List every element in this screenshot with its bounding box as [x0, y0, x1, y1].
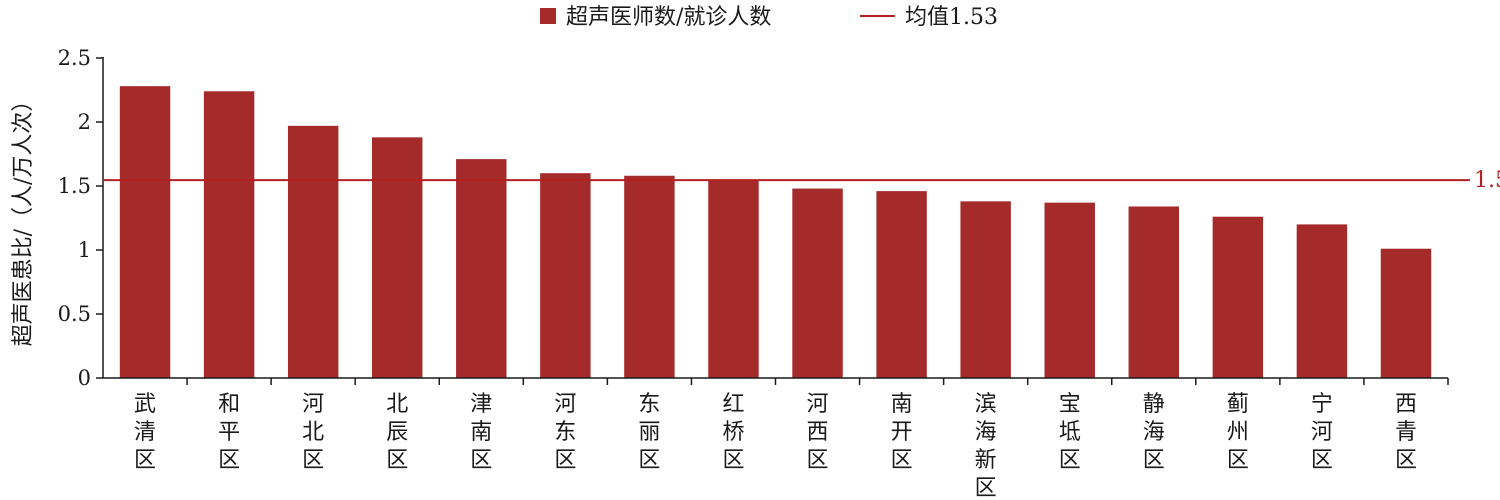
bar	[960, 201, 1011, 378]
mean-line-label: 1.53	[1474, 168, 1500, 193]
mean-line-group: 1.53	[103, 168, 1500, 193]
legend-swatch-bars	[540, 8, 556, 24]
legend-label-mean-line: 均值1.53	[905, 5, 998, 30]
bar	[540, 173, 591, 378]
x-category-label: 静海区	[1143, 392, 1165, 473]
legend-label-bars: 超声医师数/就诊人数	[566, 5, 771, 30]
x-category-label: 和平区	[218, 392, 240, 473]
legend: 超声医师数/就诊人数 均值1.53	[540, 5, 998, 30]
bar	[876, 191, 927, 378]
x-category-label: 河西区	[807, 392, 829, 473]
y-tick-label: 1	[78, 238, 91, 262]
y-tick-label: 0.5	[58, 302, 91, 326]
x-axis-labels: 武清区 和平区 河北区 北辰区 津南区 河东区 东丽区 红桥区 河西区 南开区 滨海新区 宝坻区 静海区…	[134, 392, 1417, 500]
bar	[1380, 248, 1432, 378]
x-category-label: 红桥区	[722, 392, 744, 473]
y-axis-title: 超声医患比/（人/万人次）	[11, 90, 36, 347]
y-tick-label: 2.5	[58, 46, 91, 70]
bar	[119, 86, 171, 378]
x-category-label: 河东区	[554, 392, 576, 473]
x-category-label: 滨海新区	[975, 392, 997, 500]
bar	[372, 137, 423, 378]
bars	[119, 86, 1432, 378]
bar	[1128, 206, 1179, 378]
x-category-label: 津南区	[470, 392, 492, 473]
y-tick-label: 1.5	[58, 174, 91, 198]
bar	[1212, 216, 1264, 378]
x-category-label: 北辰区	[386, 392, 408, 473]
bar	[287, 125, 339, 378]
x-category-label: 宝坻区	[1059, 392, 1081, 473]
y-tick-label: 2	[78, 110, 91, 134]
bar	[1044, 202, 1095, 378]
y-axis-ticks: 0 0.5 1 1.5 2 2.5	[58, 46, 103, 390]
axes	[102, 57, 1449, 385]
bar	[792, 188, 843, 378]
x-category-label: 河北区	[302, 392, 324, 473]
x-category-label: 南开区	[891, 392, 913, 473]
bar	[1296, 224, 1348, 378]
x-category-label: 西青区	[1395, 392, 1417, 473]
bar	[624, 175, 675, 378]
bar	[456, 159, 507, 378]
x-category-label: 武清区	[134, 392, 156, 473]
bar	[203, 91, 255, 378]
y-tick-label: 0	[78, 366, 91, 390]
x-category-label: 宁河区	[1311, 392, 1333, 473]
x-category-label: 东丽区	[638, 392, 660, 473]
x-category-label: 蓟州区	[1227, 392, 1249, 473]
bar	[708, 179, 759, 378]
